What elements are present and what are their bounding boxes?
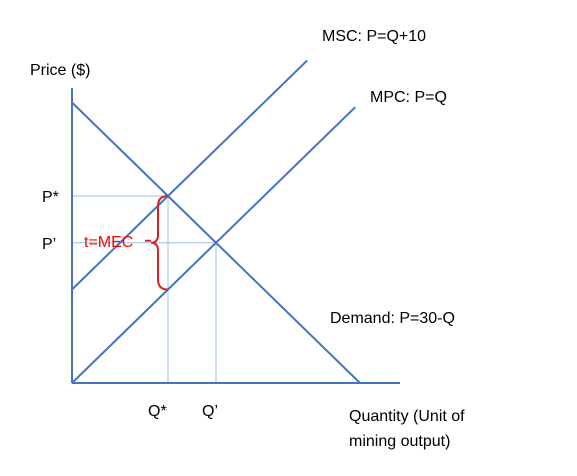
tax-brace-shape	[150, 195, 169, 291]
y-axis-label: Price ($)	[30, 62, 90, 79]
curve-line-0	[71, 59, 308, 291]
y-tick-label-0: P*	[42, 189, 59, 206]
curves	[71, 59, 361, 384]
curve-label-2: Demand: P=30-Q	[330, 310, 455, 327]
x-tick-label-0: Q*	[148, 403, 167, 420]
y-tick-label-1: P’	[42, 236, 56, 253]
guide-lines	[72, 195, 217, 383]
curve-line-2	[71, 101, 361, 384]
axes	[71, 88, 400, 384]
tax-brace: t=MEC	[84, 195, 169, 291]
curve-line-1	[71, 106, 356, 384]
x-tick-label-1: Q’	[202, 403, 218, 420]
curve-label-0: MSC: P=Q+10	[322, 28, 426, 45]
curve-label-1: MPC: P=Q	[370, 89, 447, 106]
x-axis-label-line-1: Quantity (Unit of	[349, 408, 465, 425]
x-axis-label-line-2: mining output)	[349, 433, 450, 450]
tax-label: t=MEC	[84, 234, 133, 251]
labels: Price ($) Quantity (Unit of mining outpu…	[30, 28, 465, 450]
